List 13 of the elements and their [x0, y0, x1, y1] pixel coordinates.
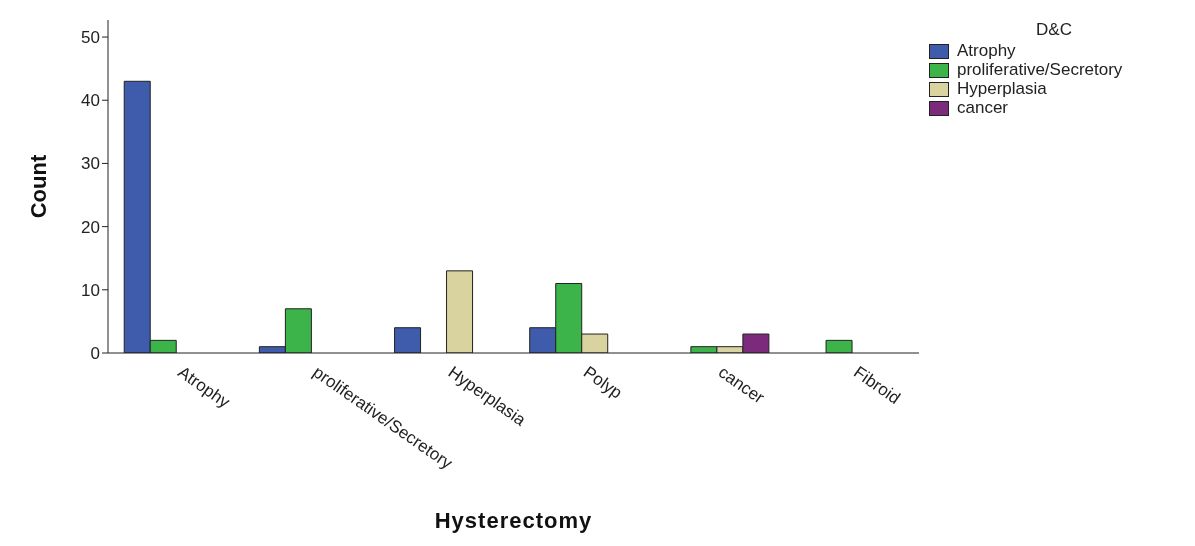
y-tick-label: 0	[90, 344, 100, 364]
legend-label: cancer	[957, 98, 1009, 117]
legend-label: proliferative/Secretory	[957, 60, 1123, 79]
y-tick-label: 30	[81, 154, 100, 174]
legend-label: Atrophy	[957, 41, 1016, 60]
legend-label: Hyperplasia	[957, 79, 1047, 98]
y-tick-label: 10	[81, 280, 100, 300]
y-tick-label: 40	[81, 91, 100, 111]
y-tick-label: 50	[81, 28, 100, 48]
x-axis-title: Hysterectomy	[434, 508, 593, 533]
y-tick-label: 20	[81, 217, 100, 237]
y-axis-title: Count	[25, 154, 51, 219]
legend-title: D&C	[1035, 20, 1073, 40]
